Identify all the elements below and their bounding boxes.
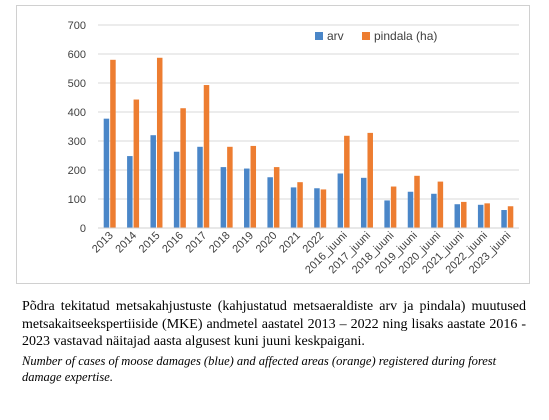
legend: arv pindala (ha) — [315, 29, 437, 43]
bar-arv — [103, 118, 110, 228]
bar-pindala — [414, 175, 420, 228]
bar-pindala — [437, 181, 444, 228]
bar-pindala — [156, 57, 163, 228]
bar-arv — [290, 187, 297, 228]
legend-swatch-arv — [315, 32, 323, 40]
y-tick-label: 300 — [68, 136, 86, 148]
x-tick-label: 2013 — [90, 230, 116, 256]
bar-arv — [407, 191, 414, 228]
y-tick-label: 600 — [68, 49, 86, 61]
gridlines — [98, 24, 519, 229]
chart-frame: 0 100 200 300 400 500 600 700 2013 2014 2015 2016 2… — [16, 5, 530, 284]
bar-arv — [384, 200, 390, 228]
x-tick-label: 2019 — [230, 230, 256, 256]
y-tick-label: 400 — [68, 107, 86, 119]
bar-arv — [431, 193, 437, 228]
x-tick-label: 2016 — [160, 230, 186, 256]
caption-estonian: Põdra tekitatud metsakahjustuste (kahjus… — [22, 299, 526, 349]
legend-swatch-pindala — [362, 32, 370, 40]
bar-arv — [337, 173, 344, 228]
legend-label-arv: arv — [327, 29, 344, 43]
bar-pindala — [203, 85, 210, 228]
y-tick-label: 700 — [68, 20, 86, 32]
y-tick-label: 200 — [68, 165, 86, 177]
bar-arv — [477, 204, 484, 228]
bar-arv — [173, 151, 180, 228]
x-tick-label: 2020 — [254, 230, 280, 256]
bar-arv — [244, 168, 250, 228]
bar-pindala — [250, 145, 257, 228]
bar-pindala — [227, 146, 233, 228]
bars — [103, 57, 514, 228]
bar-pindala — [484, 203, 490, 228]
bar-arv — [314, 188, 320, 228]
y-tick-label: 0 — [80, 223, 86, 235]
x-tick-label: 2017 — [184, 230, 210, 256]
bar-pindala — [180, 108, 186, 228]
caption-english: Number of cases of moose damages (blue) … — [22, 353, 497, 384]
bar-arv — [127, 156, 133, 228]
y-tick-label: 500 — [68, 78, 86, 90]
bar-arv — [197, 146, 203, 228]
bar-arv — [150, 135, 156, 228]
bar-pindala — [297, 182, 303, 228]
bar-arv — [454, 204, 461, 228]
bar-pindala — [344, 135, 350, 228]
bar-pindala — [133, 99, 140, 228]
bar-arv — [360, 177, 367, 228]
bar-arv — [267, 177, 273, 228]
y-tick-label: 100 — [68, 194, 86, 206]
bar-pindala — [320, 189, 327, 228]
bar-arv — [501, 210, 507, 228]
bar-pindala — [273, 167, 280, 228]
x-tick-label: 2015 — [137, 230, 163, 256]
x-tick-label: 2018 — [207, 230, 233, 256]
bar-pindala — [390, 186, 397, 228]
bar-arv — [220, 167, 227, 228]
bar-pindala — [507, 206, 514, 228]
figure-caption: Põdra tekitatud metsakahjustuste (kahjus… — [22, 298, 526, 385]
x-axis: 2013201420152016201720182019202020212022… — [90, 227, 519, 276]
x-tick-label: 2014 — [113, 230, 139, 256]
bar-pindala — [367, 132, 373, 228]
legend-label-pindala: pindala (ha) — [374, 29, 437, 43]
bar-pindala — [461, 201, 467, 228]
y-axis: 0 100 200 300 400 500 600 700 — [68, 20, 86, 235]
x-tick-label: 2021 — [277, 230, 303, 256]
bar-pindala — [110, 59, 116, 228]
